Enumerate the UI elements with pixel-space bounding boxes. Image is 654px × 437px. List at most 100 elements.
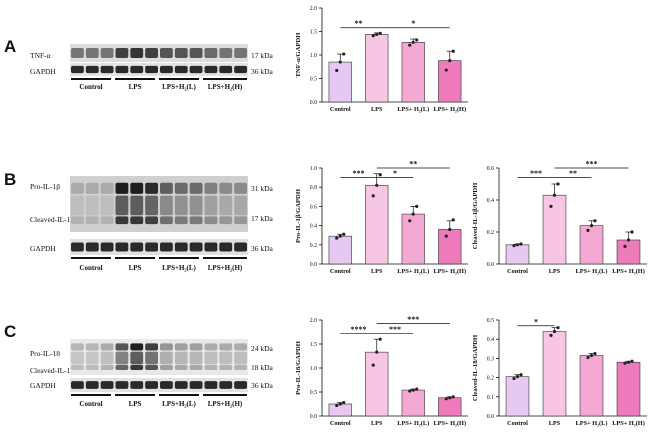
data-point: [519, 242, 523, 246]
data-point: [630, 359, 634, 363]
x-tick-label: LPS+ H₂(H): [612, 268, 645, 275]
kda-gapdh-a: 36 kDa: [251, 67, 273, 76]
data-point: [408, 219, 412, 223]
data-point: [415, 38, 419, 42]
data-point: [444, 234, 448, 238]
bar: [438, 397, 462, 417]
bar: [365, 184, 389, 265]
group-label: LPS+H₂(L): [162, 83, 196, 91]
chart-pro-il18: 0.0 0.5 1.0 1.5 2.0 Pro-IL-18/GAPDH Control LPS…: [295, 315, 468, 427]
data-point: [448, 396, 452, 400]
group-line: [115, 257, 155, 259]
blot-label-gapdh-b: GAPDH: [30, 244, 56, 253]
x-tick-label: Control: [330, 268, 351, 275]
data-point: [371, 194, 375, 198]
data-point: [411, 388, 415, 392]
x-tick-label: LPS+ H₂(L): [397, 268, 429, 275]
group-line: [159, 257, 199, 259]
data-point: [342, 52, 346, 56]
bar: [401, 213, 425, 265]
data-point: [444, 68, 448, 72]
y-axis-label: TNF-α/GAPDH: [295, 32, 302, 78]
data-point: [375, 183, 379, 187]
data-point: [444, 397, 448, 401]
x-tick-label: LPS: [549, 268, 561, 275]
bar: [365, 34, 389, 103]
y-tick-label: 0.5: [310, 77, 317, 83]
group-label: LPS+H₂(H): [207, 83, 243, 91]
group-line: [203, 78, 247, 80]
y-tick-label: 0.4: [487, 198, 494, 204]
kda-tnf: 17 kDa: [251, 51, 273, 60]
y-tick-label: 0.0: [487, 262, 494, 268]
chart-cleaved-il18: 0.0 0.1 0.2 0.3 0.4 0.5 Cleaved-IL-18/GAPDH Con…: [472, 317, 647, 427]
bar: [616, 239, 641, 265]
group-line: [115, 394, 155, 396]
bar: [328, 61, 352, 103]
group-label: LPS+H₂(L): [162, 400, 196, 408]
significance-label: ***: [389, 325, 401, 334]
y-tick-label: 1.0: [310, 53, 317, 59]
bar: [579, 355, 604, 417]
data-point: [448, 59, 452, 63]
y-axis-label: Cleaved-IL-18/GAPDH: [472, 334, 479, 401]
data-point: [556, 326, 560, 330]
y-axis-label: Cleaved-IL-1β/GAPDH: [472, 182, 479, 249]
significance-label: *: [534, 317, 538, 326]
x-tick-label: Control: [330, 420, 351, 427]
significance-label: **: [355, 19, 363, 28]
bar: [579, 225, 604, 265]
x-tick-label: LPS+ H₂(L): [397, 420, 429, 427]
y-tick-label: 0.6: [487, 166, 494, 172]
x-tick-label: LPS: [371, 268, 383, 275]
group-label: LPS+H₂(H): [207, 400, 243, 408]
data-point: [586, 355, 590, 360]
data-point: [549, 204, 553, 208]
bar: [365, 351, 389, 417]
chart-tnf-alpha: 0.0 0.5 1.0 1.5 2.0 TNF-α/GAPDH Control LPS LPS+…: [295, 6, 468, 113]
blot-label-gapdh-c: GAPDH: [30, 381, 56, 390]
data-point: [411, 40, 415, 44]
significance-label: ****: [351, 325, 367, 334]
bar: [616, 361, 641, 417]
blot-image-il18: [70, 339, 248, 375]
data-point: [512, 376, 516, 381]
significance-label: ***: [407, 315, 419, 324]
significance-label: *: [411, 19, 415, 28]
y-tick-label: 0.0: [310, 100, 317, 106]
x-tick-label: LPS+ H₂(H): [433, 420, 466, 427]
group-label: LPS: [128, 83, 142, 91]
group-label: LPS+H₂(L): [162, 264, 196, 272]
blot-image-gapdh-c: [70, 378, 248, 392]
group-line: [71, 78, 111, 80]
data-point: [371, 34, 375, 38]
y-tick-label: 0.1: [487, 395, 494, 401]
data-point: [371, 363, 375, 367]
x-tick-label: LPS: [371, 106, 383, 113]
data-point: [375, 350, 379, 354]
data-point: [519, 373, 523, 377]
data-point: [411, 212, 415, 216]
data-point: [512, 244, 516, 248]
bar: [401, 42, 425, 103]
panel-letter-a: A: [4, 37, 17, 56]
blot-label-gapdh-a: GAPDH: [30, 67, 56, 76]
data-point: [515, 375, 520, 379]
bar: [505, 244, 530, 265]
data-point: [451, 218, 455, 222]
group-label: LPS: [128, 264, 142, 272]
y-tick-label: 0.5: [310, 390, 317, 396]
data-point: [335, 68, 339, 73]
significance-label: ***: [530, 169, 542, 178]
x-tick-label: LPS+ H₂(L): [397, 106, 429, 113]
y-tick-label: 2.0: [310, 318, 317, 324]
kda-cleaved-il18: 18 kDa: [251, 363, 273, 372]
significance-label: ***: [353, 169, 365, 178]
bar: [505, 376, 530, 417]
y-tick-label: 0.0: [310, 262, 317, 268]
y-tick-label: 1.5: [310, 342, 317, 348]
chart-cleaved-il1b: 0.0 0.2 0.4 0.6 Cleaved-IL-1β/GAPDH Control LP…: [472, 160, 647, 275]
data-point: [408, 389, 412, 393]
y-tick-label: 1.0: [310, 366, 317, 372]
bar: [542, 194, 567, 265]
